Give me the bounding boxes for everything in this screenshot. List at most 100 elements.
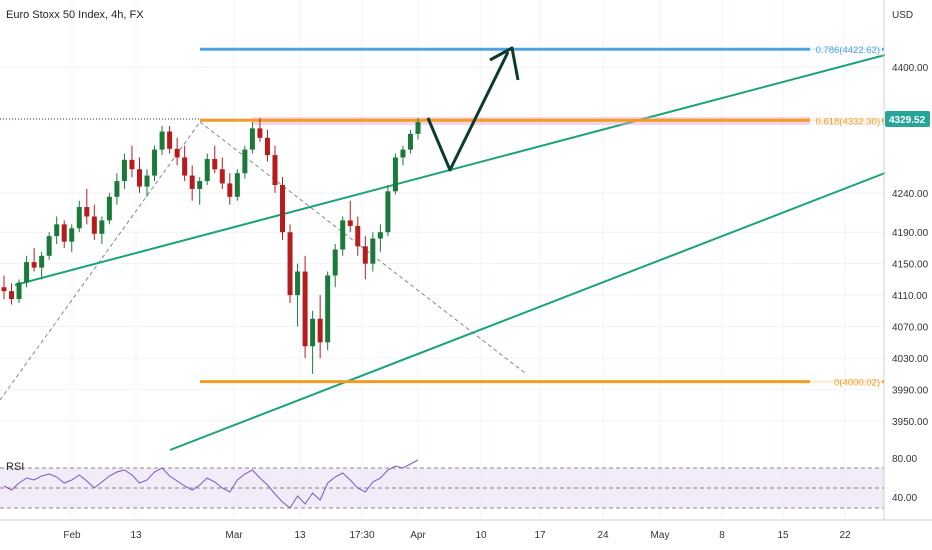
y-tick-label: 4070.00: [892, 323, 929, 334]
fib-label: 0.786(4422.62): [816, 45, 880, 56]
candle-body: [1, 287, 7, 292]
y-tick-label: 4030.00: [892, 354, 929, 365]
x-tick-label: 10: [475, 530, 487, 541]
candle-body: [46, 236, 52, 256]
candle-body: [287, 232, 293, 296]
candle-body: [317, 318, 323, 343]
x-tick-label: Feb: [63, 530, 81, 541]
candle-body: [91, 216, 97, 234]
candle-body: [121, 159, 127, 182]
candle-body: [332, 249, 338, 276]
candle-body: [99, 220, 105, 234]
candle-body: [129, 159, 135, 170]
grid: [0, 0, 884, 520]
candle-body: [310, 318, 316, 347]
candle-body: [144, 175, 150, 187]
rsi-label: RSI: [6, 461, 24, 473]
drawings: [0, 54, 886, 451]
fib-levels: 0.786(4422.62) 0.618(4332.30) 0(4000.02): [200, 42, 884, 389]
chart-title: Euro Stoxx 50 Index, 4h, FX: [6, 9, 144, 21]
fib-label-bg: [810, 42, 882, 56]
candle-body: [204, 159, 210, 182]
candle-body: [84, 207, 90, 217]
candle-body: [242, 149, 248, 174]
svg-text:4329.52: 4329.52: [889, 115, 926, 126]
fib-label: 0.618(4332.30): [816, 116, 880, 127]
candle-body: [76, 207, 82, 229]
candle-body: [227, 183, 233, 197]
candle-body: [159, 131, 165, 150]
y-tick-label: 4150.00: [892, 260, 929, 271]
candle-body: [249, 128, 255, 150]
x-tick-label: 13: [294, 530, 306, 541]
candle-body: [39, 255, 45, 268]
candle-body: [24, 262, 30, 283]
time-axis: Feb 13 Mar 13 17:30 Apr 10 17 24 May 8 15 22: [63, 530, 851, 541]
rsi-tick-label: 80.00: [892, 454, 917, 465]
candle-body: [219, 169, 225, 184]
candle-body: [257, 128, 263, 138]
candle-body: [415, 122, 421, 134]
candle-body: [69, 228, 75, 242]
projection-arrow: [426, 46, 520, 172]
candle-body: [9, 291, 15, 300]
y-tick-label: 3990.00: [892, 386, 929, 397]
candle-body: [197, 181, 203, 189]
candle-body: [302, 271, 308, 347]
last-price-badge: 4329.52: [885, 111, 930, 127]
candle-body: [106, 196, 112, 221]
candle-body: [136, 169, 142, 187]
candle-body: [407, 133, 413, 150]
candles: [1, 118, 421, 374]
rsi-tick-label: 40.00: [892, 493, 917, 504]
x-tick-label: 24: [597, 530, 609, 541]
rsi-pane: RSI: [0, 459, 884, 509]
candle-body: [212, 159, 218, 170]
candle-body: [370, 238, 376, 264]
x-tick-label: 13: [130, 530, 142, 541]
y-tick-label: 3950.00: [892, 417, 929, 428]
x-tick-label: 17: [534, 530, 546, 541]
fib-label: 0(4000.02): [834, 378, 880, 389]
x-tick-label: May: [651, 530, 670, 541]
candle-body: [16, 282, 22, 300]
rsi-line: [3, 459, 419, 509]
candle-body: [377, 232, 383, 239]
candle-body: [355, 225, 361, 247]
candle-body: [54, 224, 60, 237]
candle-body: [174, 148, 180, 158]
fib-label-bg: [810, 113, 882, 127]
candle-body: [392, 157, 398, 192]
x-tick-label: Apr: [410, 530, 426, 541]
fib-label-bg: [810, 374, 882, 388]
x-tick-label: 15: [777, 530, 789, 541]
candle-body: [234, 173, 240, 197]
candle-body: [280, 185, 286, 233]
candle-body: [264, 137, 270, 156]
candle-body: [189, 175, 195, 189]
x-tick-label: 22: [839, 530, 851, 541]
candle-body: [182, 157, 188, 176]
fib-trend-dashed-up: [0, 121, 201, 401]
x-tick-label: Mar: [225, 530, 243, 541]
candle-body: [167, 131, 173, 149]
rsi-axis: 80.00 40.00: [892, 454, 917, 504]
y-tick-label: 4110.00: [892, 291, 928, 302]
candle-body: [114, 181, 120, 197]
candle-body: [272, 155, 278, 185]
candle-body: [325, 275, 331, 343]
y-tick-label: 4190.00: [892, 228, 929, 239]
fib-trend-dashed-down: [199, 121, 526, 374]
y-tick-label: 4240.00: [892, 189, 929, 200]
lower-trend-line: [169, 172, 886, 451]
candle-body: [61, 224, 67, 242]
y-tick-label: 4400.00: [892, 63, 929, 74]
candle-body: [31, 262, 37, 268]
price-axis: 3950.00 3990.00 4030.00 4070.00 4110.00 4150.…: [892, 63, 929, 428]
x-tick-label: 17:30: [349, 530, 374, 541]
currency-label: USD: [892, 10, 913, 21]
candle-body: [347, 220, 353, 226]
candle-body: [340, 220, 346, 250]
candle-body: [362, 246, 368, 264]
